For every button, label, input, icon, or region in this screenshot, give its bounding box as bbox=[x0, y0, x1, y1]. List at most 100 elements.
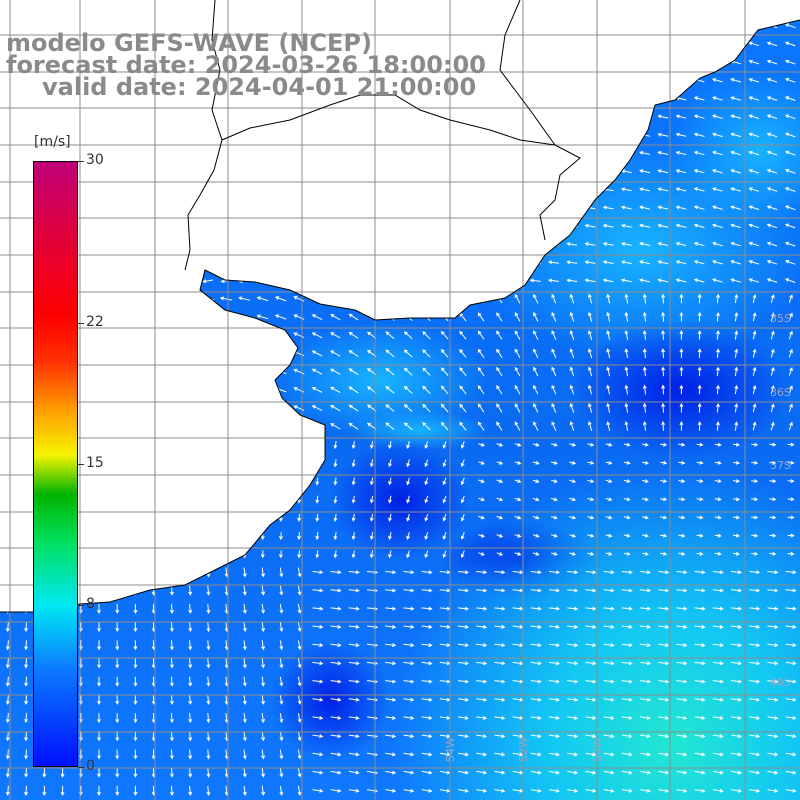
wind-arrow bbox=[311, 278, 323, 283]
wind-arrow bbox=[748, 205, 760, 210]
wind-arrow bbox=[569, 330, 575, 340]
wind-arrow bbox=[279, 713, 284, 724]
wind-arrow bbox=[620, 151, 632, 155]
wind-arrow bbox=[348, 697, 360, 702]
wind-arrow bbox=[569, 461, 577, 465]
wind-arrow bbox=[279, 658, 284, 669]
wind-arrow bbox=[385, 643, 397, 648]
wind-arrow bbox=[147, 115, 159, 120]
wind-arrow bbox=[147, 261, 159, 266]
wind-arrow bbox=[548, 570, 561, 575]
wind-arrow bbox=[532, 442, 540, 447]
wind-arrow bbox=[19, 405, 33, 412]
wind-arrow bbox=[712, 734, 724, 739]
wind-arrow bbox=[219, 332, 233, 337]
wind-arrow bbox=[348, 734, 360, 739]
wind-arrow bbox=[642, 384, 647, 395]
wind-arrow bbox=[530, 661, 542, 666]
wind-arrow bbox=[675, 223, 687, 228]
wind-arrow bbox=[693, 150, 705, 156]
wind-arrow bbox=[420, 133, 432, 138]
wind-arrow bbox=[731, 770, 742, 775]
wind-arrow bbox=[602, 278, 614, 283]
wind-arrow bbox=[329, 242, 341, 247]
wind-arrow bbox=[639, 205, 651, 210]
wind-arrow bbox=[242, 441, 247, 450]
wind-arrow bbox=[256, 332, 269, 338]
wind-arrow bbox=[584, 60, 596, 64]
wind-arrow bbox=[642, 311, 647, 322]
wind-arrow bbox=[384, 151, 396, 156]
wind-arrow bbox=[585, 624, 597, 629]
wind-arrow bbox=[770, 294, 775, 304]
colorbar-tick-label: 15 bbox=[86, 455, 104, 471]
wind-arrow bbox=[110, 370, 124, 375]
wind-arrow bbox=[766, 41, 778, 47]
wind-arrow bbox=[440, 294, 449, 304]
wind-arrow bbox=[658, 606, 670, 611]
wind-arrow bbox=[585, 788, 597, 793]
wind-arrow bbox=[330, 405, 341, 412]
wind-arrow bbox=[242, 731, 247, 742]
wind-arrow bbox=[661, 402, 666, 413]
wind-arrow bbox=[587, 552, 595, 556]
wind-arrow bbox=[242, 676, 247, 687]
wind-arrow bbox=[274, 279, 287, 284]
wind-arrow bbox=[712, 78, 723, 83]
wind-arrow bbox=[529, 132, 541, 137]
wind-arrow bbox=[660, 479, 668, 483]
wind-arrow bbox=[547, 23, 560, 28]
wind-arrow bbox=[111, 169, 123, 175]
wind-arrow bbox=[550, 479, 558, 483]
wind-arrow bbox=[311, 24, 323, 29]
wind-arrow bbox=[348, 661, 360, 666]
wind-arrow bbox=[6, 513, 11, 522]
wind-arrow bbox=[279, 676, 284, 687]
wind-arrow bbox=[694, 752, 706, 757]
wind-arrow bbox=[329, 224, 341, 229]
wind-arrow bbox=[678, 515, 686, 520]
wind-arrow bbox=[693, 59, 705, 65]
wind-arrow bbox=[274, 296, 287, 302]
wind-arrow bbox=[734, 421, 739, 431]
wind-arrow bbox=[293, 368, 305, 375]
wind-arrow bbox=[188, 640, 193, 651]
wind-arrow bbox=[293, 188, 305, 192]
wind-arrow bbox=[693, 96, 705, 101]
wind-arrow bbox=[97, 441, 102, 449]
wind-arrow bbox=[422, 331, 431, 340]
wind-arrow bbox=[184, 24, 195, 29]
wind-arrow bbox=[133, 550, 138, 559]
wind-arrow bbox=[75, 24, 86, 29]
wind-arrow bbox=[511, 278, 523, 283]
wind-arrow bbox=[769, 497, 777, 502]
wind-arrow bbox=[748, 278, 760, 283]
wind-arrow bbox=[424, 495, 429, 504]
wind-arrow bbox=[348, 368, 359, 376]
wind-arrow bbox=[238, 332, 251, 338]
wind-arrow bbox=[511, 223, 523, 228]
colorbar-tick-label: 8 bbox=[86, 596, 95, 613]
wind-arrow bbox=[19, 332, 33, 339]
wind-arrow bbox=[2, 151, 13, 157]
wind-arrow bbox=[420, 242, 432, 247]
wind-arrow bbox=[347, 169, 359, 174]
wind-arrow bbox=[493, 187, 505, 192]
wind-arrow bbox=[493, 114, 505, 119]
wind-arrow bbox=[566, 114, 578, 119]
wind-arrow bbox=[511, 187, 523, 192]
wind-arrow bbox=[129, 224, 141, 229]
wind-arrow bbox=[788, 403, 793, 413]
wind-arrow bbox=[115, 550, 120, 559]
wind-arrow bbox=[438, 23, 450, 28]
wind-arrow bbox=[385, 752, 397, 757]
wind-arrow bbox=[603, 788, 615, 793]
wind-arrow bbox=[457, 643, 470, 648]
wind-arrow bbox=[146, 388, 160, 393]
wind-arrow bbox=[749, 734, 761, 739]
wind-arrow bbox=[456, 260, 469, 265]
wind-arrow bbox=[311, 387, 323, 393]
wind-arrow bbox=[110, 406, 124, 411]
wind-arrow bbox=[603, 570, 615, 575]
wind-arrow bbox=[206, 767, 211, 778]
